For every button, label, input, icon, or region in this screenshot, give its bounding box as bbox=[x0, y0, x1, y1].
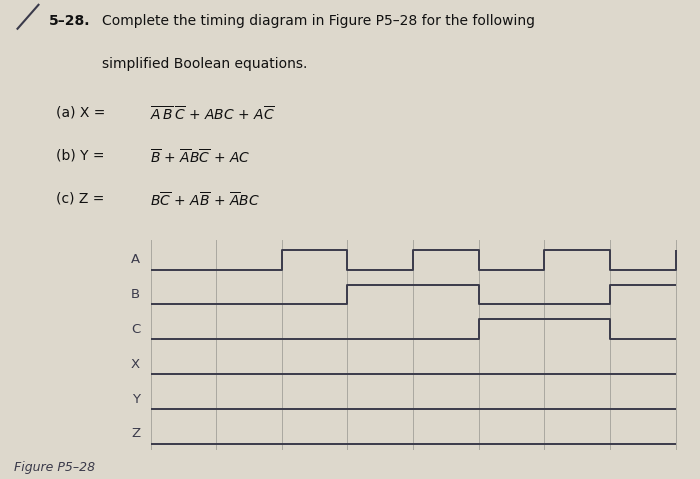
Text: Complete the timing diagram in Figure P5–28 for the following: Complete the timing diagram in Figure P5… bbox=[102, 14, 535, 28]
Text: $\overline{B}$ + $\overline{A}B\overline{C}$ + $AC$: $\overline{B}$ + $\overline{A}B\overline… bbox=[150, 148, 251, 167]
Text: C: C bbox=[131, 323, 140, 336]
Text: (c) Z =: (c) Z = bbox=[56, 192, 108, 205]
Text: B: B bbox=[131, 288, 140, 301]
Text: Z: Z bbox=[131, 427, 140, 441]
Text: A: A bbox=[131, 253, 140, 266]
Text: (a) X =: (a) X = bbox=[56, 105, 110, 119]
Text: X: X bbox=[131, 358, 140, 371]
Text: simplified Boolean equations.: simplified Boolean equations. bbox=[102, 57, 307, 71]
Text: Y: Y bbox=[132, 393, 140, 406]
Text: Figure P5–28: Figure P5–28 bbox=[14, 461, 95, 474]
Text: (b) Y =: (b) Y = bbox=[56, 148, 109, 162]
Text: $\overline{A}\,\overline{B}\,\overline{C}$ + $ABC$ + $A\overline{C}$: $\overline{A}\,\overline{B}\,\overline{C… bbox=[150, 105, 275, 124]
Text: $B\overline{C}$ + $A\overline{B}$ + $\overline{A}BC$: $B\overline{C}$ + $A\overline{B}$ + $\ov… bbox=[150, 192, 260, 210]
Text: 5–28.: 5–28. bbox=[49, 14, 90, 28]
